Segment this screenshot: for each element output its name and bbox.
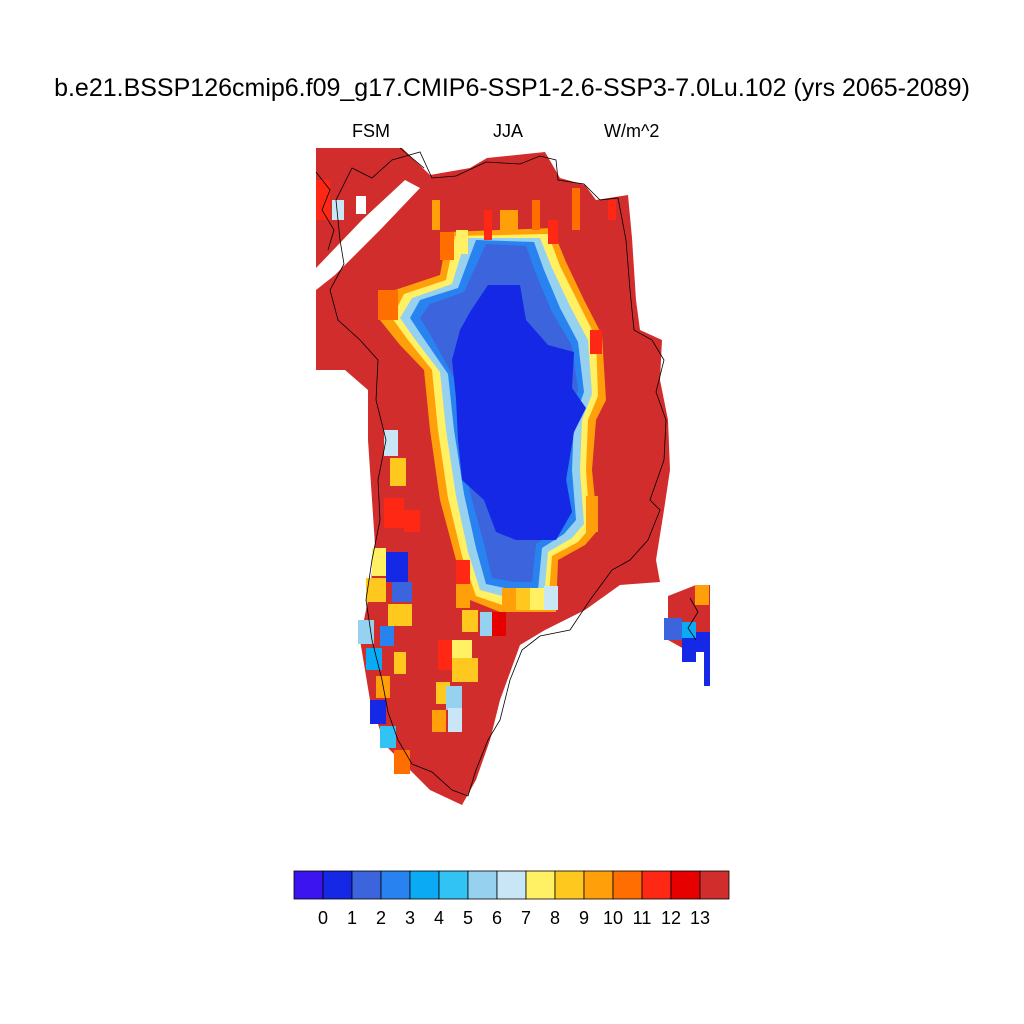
south-interior-cells [432,560,558,732]
colorbar-swatch [525,870,556,900]
island-cell [704,650,710,686]
colorbar-swatch [293,870,324,900]
colorbar-tick-label: 6 [492,908,502,928]
ice-sheet-core [452,285,586,540]
colorbar-tick-label: 10 [603,908,623,928]
colorbar-tick-label: 5 [463,908,473,928]
variable-label: FSM [352,121,390,141]
colorbar-tick-label: 7 [521,908,531,928]
colorbar-tick-label: 9 [579,908,589,928]
coastline [315,147,699,797]
colorbar-tick-label: 4 [434,908,444,928]
island-cell [695,585,709,605]
season-label: JJA [493,121,524,141]
colorbar-tick-label: 3 [405,908,415,928]
colorbar-tick-label: 2 [376,908,386,928]
colorbar-tick-label: 8 [550,908,560,928]
colorbar-swatch [641,870,672,900]
colorbar-swatch [409,870,440,900]
units-label: W/m^2 [604,121,660,141]
colorbar-swatch [438,870,469,900]
north-coast-cells [432,188,616,532]
plot-title: b.e21.BSSP126cmip6.f09_g17.CMIP6-SSP1-2.… [54,74,970,102]
colorbar-swatch [496,870,527,900]
island-cell [696,632,710,652]
colorbar-swatch [554,870,585,900]
colorbar-tick-label: 13 [690,908,710,928]
nw-gap [316,180,420,290]
colorbar-tick-label: 11 [633,908,652,928]
colorbar-swatch [670,870,701,900]
colorbar-swatch [351,870,382,900]
island-cell [664,618,682,640]
colorbar-tick-label: 0 [318,908,328,928]
island-cell [682,638,696,662]
colorbar-tick-label: 12 [661,908,681,928]
colorbar-tick-label: 1 [347,908,357,928]
colorbar-swatch [380,870,411,900]
colorbar-swatch [699,870,730,900]
colorbar-swatch [322,870,353,900]
colorbar-swatch [467,870,498,900]
colorbar-swatch [583,870,614,900]
colorbar-swatch [612,870,643,900]
